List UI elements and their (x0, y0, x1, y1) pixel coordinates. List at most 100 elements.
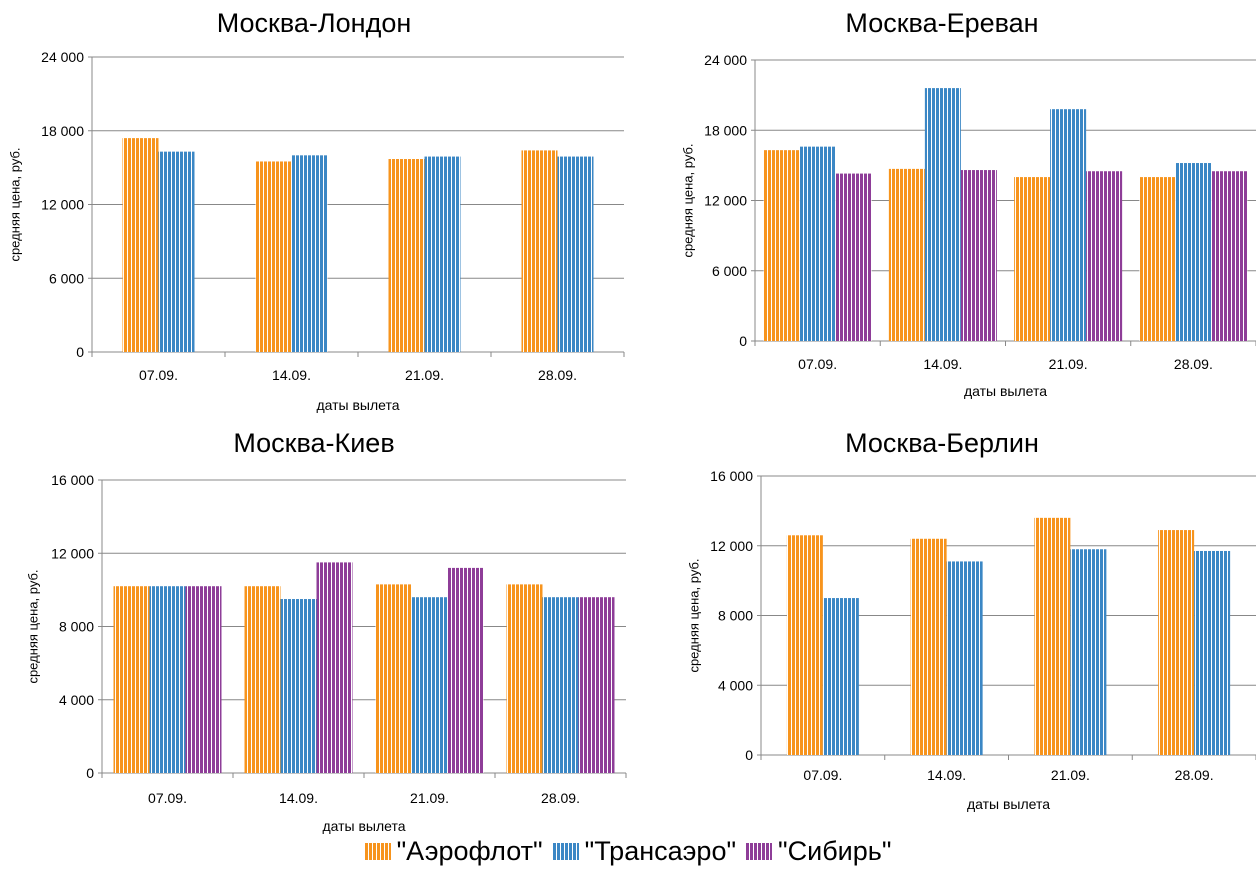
y-axis-title: средняя цена, руб. (686, 558, 701, 672)
x-axis-title: даты вылета (967, 796, 1050, 812)
chart-panel-kiev: Москва-Киев 0 4 000 8 000 12 000 16 000 07.09… (0, 420, 628, 834)
bar-transaero (291, 155, 328, 352)
bar-aeroflot (786, 535, 823, 755)
x-tick-label: 21.09. (1051, 767, 1090, 783)
x-tick-label: 07.09. (148, 790, 187, 806)
bar-sibir (578, 597, 615, 773)
bar-transaero (1070, 549, 1107, 755)
bar-sibir (185, 586, 222, 773)
legend-label: "Сибирь" (778, 835, 892, 866)
bar-aeroflot (521, 150, 558, 352)
chart-berlin: 0 4 000 8 000 12 000 16 000 07.09. 14.09. 21.09… (686, 468, 1256, 812)
bar-aeroflot (1139, 177, 1176, 341)
x-axis-title: даты вылета (322, 818, 405, 834)
bar-aeroflot (255, 161, 292, 352)
bar-aeroflot (388, 159, 425, 352)
y-tick-label: 12 000 (41, 197, 84, 213)
bar-aeroflot (888, 168, 925, 341)
bar-sibir (960, 170, 997, 341)
y-axis-title: средняя цена, руб. (25, 569, 40, 683)
y-tick-label: 0 (745, 747, 753, 763)
legend-swatch-transaero (552, 842, 579, 860)
x-tick-label: 28.09. (1175, 767, 1214, 783)
x-tick-label: 14.09. (927, 767, 966, 783)
y-tick-label: 24 000 (41, 49, 84, 65)
chart-panel-berlin: Москва-Берлин 0 4 000 8 000 12 000 16 000 07.… (628, 420, 1256, 834)
y-tick-label: 12 000 (51, 545, 94, 561)
bar-aeroflot (244, 586, 281, 773)
bar-aeroflot (113, 586, 150, 773)
bar-transaero (799, 146, 836, 341)
bar-sibir (1211, 171, 1248, 341)
y-tick-label: 18 000 (41, 123, 84, 139)
bar-aeroflot (122, 138, 159, 352)
bar-aeroflot (375, 584, 412, 773)
chart-yerevan: 0 6 000 12 000 18 000 24 000 07.09. 14.09. 21.0… (680, 52, 1256, 399)
bar-sibir (447, 567, 484, 773)
x-tick-label: 14.09. (923, 356, 962, 372)
legend-item-transaero: "Трансаэро" (552, 835, 737, 867)
x-axis-title: даты вылета (316, 397, 399, 413)
y-tick-label: 12 000 (704, 193, 747, 209)
bar-aeroflot (910, 538, 947, 755)
bar-transaero (946, 561, 983, 755)
bar-aeroflot (1034, 517, 1071, 755)
bar-transaero (424, 156, 461, 352)
bar-transaero (1194, 550, 1231, 755)
y-tick-label: 16 000 (710, 468, 753, 484)
y-tick-label: 0 (76, 344, 84, 360)
y-tick-label: 4 000 (718, 677, 753, 693)
chart-panel-london: Москва-Лондон 0 6 000 12 000 18 000 24 000 07… (0, 0, 628, 420)
y-tick-label: 16 000 (51, 472, 94, 488)
y-tick-label: 24 000 (704, 52, 747, 68)
y-tick-label: 8 000 (59, 619, 94, 635)
chart-london: 0 6 000 12 000 18 000 24 000 07.09. 14.09. 21.0… (7, 49, 625, 413)
legend-swatch-aeroflot (364, 842, 391, 860)
bar-aeroflot (1158, 530, 1195, 755)
bar-transaero (411, 597, 448, 773)
y-tick-label: 18 000 (704, 122, 747, 138)
bar-transaero (557, 156, 594, 352)
y-tick-label: 4 000 (59, 692, 94, 708)
legend-label: "Трансаэро" (584, 835, 737, 866)
chart-panel-yerevan: Москва-Ереван 0 6 000 12 000 18 000 24 000 07… (628, 0, 1256, 420)
y-tick-label: 8 000 (718, 608, 753, 624)
x-tick-label: 07.09. (798, 356, 837, 372)
bar-aeroflot (1014, 177, 1051, 341)
legend-swatch-sibir (746, 842, 773, 860)
y-axis-title: средняя цена, руб. (680, 143, 695, 257)
bar-sibir (316, 562, 353, 773)
x-tick-label: 21.09. (1049, 356, 1088, 372)
bar-transaero (158, 151, 195, 352)
x-tick-label: 21.09. (410, 790, 449, 806)
bar-transaero (822, 598, 859, 755)
legend-item-sibir: "Сибирь" (746, 836, 891, 867)
bar-aeroflot (763, 150, 800, 341)
x-tick-label: 21.09. (405, 367, 444, 383)
legend: "Аэрофлот" "Трансаэро" "Сибирь" (0, 834, 1256, 868)
bar-sibir (1086, 171, 1123, 341)
x-tick-label: 14.09. (279, 790, 318, 806)
y-tick-label: 6 000 (49, 270, 84, 286)
bar-transaero (149, 586, 186, 773)
chart-title: Москва-Киев (233, 428, 395, 458)
x-tick-label: 28.09. (538, 367, 577, 383)
bar-transaero (280, 599, 317, 773)
bar-sibir (835, 173, 872, 341)
bar-aeroflot (506, 584, 543, 773)
bar-transaero (924, 88, 961, 341)
x-axis-title: даты вылета (964, 383, 1047, 399)
y-tick-label: 0 (86, 765, 94, 781)
y-tick-label: 0 (739, 333, 747, 349)
y-tick-label: 12 000 (710, 538, 753, 554)
x-tick-label: 28.09. (541, 790, 580, 806)
chart-kiev: 0 4 000 8 000 12 000 16 000 07.09. 14.09. 21.09… (25, 472, 627, 834)
legend-item-aeroflot: "Аэрофлот" (364, 835, 543, 867)
bar-transaero (1050, 109, 1087, 341)
chart-title: Москва-Лондон (216, 8, 412, 38)
chart-title: Москва-Берлин (845, 428, 1039, 458)
x-tick-label: 28.09. (1174, 356, 1213, 372)
legend-label: "Аэрофлот" (396, 835, 543, 866)
y-axis-title: средняя цена, руб. (7, 147, 22, 261)
y-tick-label: 6 000 (712, 263, 747, 279)
